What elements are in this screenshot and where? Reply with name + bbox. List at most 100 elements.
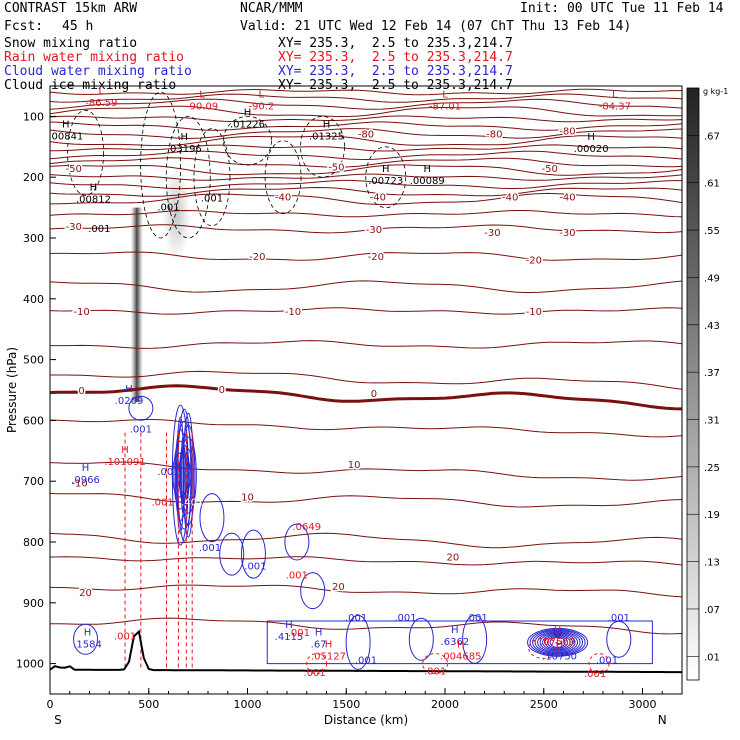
cloud-water-contour (128, 395, 154, 421)
model-title: CONTRAST 15km ARW (4, 1, 138, 16)
extremum-value-label: .00723 (368, 176, 403, 187)
isotherm-line (50, 150, 682, 161)
isotherm-line (50, 340, 682, 349)
cloud-water-contour (300, 572, 326, 610)
cloud-ice-contour (193, 128, 231, 227)
extremum-kind-label: L (259, 89, 265, 100)
colorbar-label: .13 (704, 558, 720, 569)
x-axis-label: Distance (km) (324, 713, 408, 727)
cloud-water-contour (345, 614, 371, 670)
isotherm-line (50, 280, 682, 293)
cloud-water-contour (284, 523, 310, 561)
x-tick-label: 1500 (332, 698, 360, 711)
y-tick-label: 1000 (16, 658, 44, 671)
extremum-kind-label: L (99, 86, 105, 97)
isotherm-line (50, 192, 682, 206)
isotherm-line (50, 173, 682, 181)
isotherm-line (50, 88, 682, 96)
temp-contour-label: 0 (78, 386, 84, 397)
contour-value-label: .001 (288, 628, 310, 639)
isotherm-line (50, 419, 682, 438)
extremum-kind-label: H (181, 132, 189, 143)
colorbar-label: .55 (704, 226, 720, 237)
contour-value-label: .001 (394, 613, 416, 624)
temp-contour-label: -20 (526, 255, 542, 266)
extremum-kind-label: H (62, 120, 70, 131)
temp-contour-label: 20 (332, 582, 345, 593)
extremum-value-label: .10750 (542, 652, 577, 663)
extremum-kind-label: H (84, 627, 92, 638)
isotherm-line (50, 556, 682, 566)
colorbar-label: .01 (704, 652, 720, 663)
colorbar-label: .43 (704, 321, 720, 332)
extremum-value-label: .00812 (76, 194, 111, 205)
temp-contour-label: -80 (486, 129, 502, 140)
extremum-kind-label: H (423, 164, 431, 175)
extremum-kind-label: H (382, 164, 390, 175)
temp-contour-label: 0 (219, 385, 225, 396)
temp-contour-label: -20 (249, 252, 265, 263)
colorbar-label: .67 (704, 131, 720, 142)
forecast-hours: 45 h (62, 19, 94, 34)
extremum-value-label: .00020 (574, 144, 609, 155)
isotherm-line (50, 370, 682, 390)
x-tick-label: 2000 (431, 698, 459, 711)
cloud-water-contour (177, 456, 192, 494)
valid-time: Valid: 21 UTC Wed 12 Feb 14 (07 ChT Thu … (240, 19, 632, 34)
isotherm-line (50, 135, 682, 147)
rain-contour (588, 653, 610, 675)
temp-contour-label: -50 (328, 162, 344, 173)
extremum-kind-label: H (323, 120, 331, 131)
isotherm-line (50, 251, 682, 261)
y-tick-label: 700 (23, 475, 44, 488)
temp-contour-label: -30 (66, 222, 82, 233)
extremum-kind-label: L (442, 89, 448, 100)
cloud-water-contour (199, 493, 225, 543)
y-axis-label: Pressure (hPa) (5, 347, 19, 433)
isotherm-line (50, 186, 682, 197)
extremum-kind-label: H (285, 620, 293, 631)
contour-value-label: .001 (355, 656, 377, 667)
cloud-water-contour (539, 632, 576, 652)
extremum-kind-label: L (612, 89, 618, 100)
rain-contour (306, 653, 328, 675)
y-tick-label: 500 (23, 354, 44, 367)
extremum-kind-label: H (82, 463, 90, 474)
extremum-value-label: -84.37 (599, 101, 631, 112)
cloud-ice-contour (365, 146, 407, 209)
temp-contour-label: 20 (447, 553, 460, 564)
isotherm-line (50, 209, 682, 218)
extremum-value-label: .6362 (441, 637, 470, 648)
isotherm-line (50, 121, 682, 131)
isotherm-line (50, 224, 682, 234)
temp-contour-label: -40 (370, 193, 386, 204)
temp-contour-label: 20 (79, 588, 92, 599)
cloud-water-contour (408, 617, 434, 661)
extremum-value-label: .1584 (73, 639, 102, 650)
colorbar-label: .07 (704, 605, 720, 616)
contour-value-label: .001 (304, 668, 326, 679)
contour-value-label: .001 (345, 613, 367, 624)
temp-contour-label: 10 (348, 460, 361, 471)
colorbar-label: .25 (704, 463, 720, 474)
extremum-value-label: .004685 (440, 652, 481, 663)
contour-value-label: .001 (130, 425, 152, 436)
temp-contour-label: -20 (368, 252, 384, 263)
temp-contour-label: -30 (559, 228, 575, 239)
contour-value-label: .001 (201, 194, 223, 205)
field-name-snow: Snow mixing ratio (4, 36, 138, 51)
cloud-water-contour (534, 630, 581, 654)
cloud-water-contour (73, 623, 99, 655)
colorbar (686, 87, 700, 681)
isotherm-line (50, 384, 682, 411)
colorbar-label: .19 (704, 510, 720, 521)
contour-value-label: .001 (465, 613, 487, 624)
contour-value-label: .001 (596, 656, 618, 667)
snow-plume (130, 207, 143, 403)
temp-contour-label: 10 (241, 492, 254, 503)
cloud-water-contour (266, 620, 653, 665)
cloud-water-contour (179, 436, 197, 514)
isotherm-line (50, 179, 682, 190)
cloud-water-contour (547, 635, 569, 649)
temp-contour-label: -10 (526, 307, 542, 318)
